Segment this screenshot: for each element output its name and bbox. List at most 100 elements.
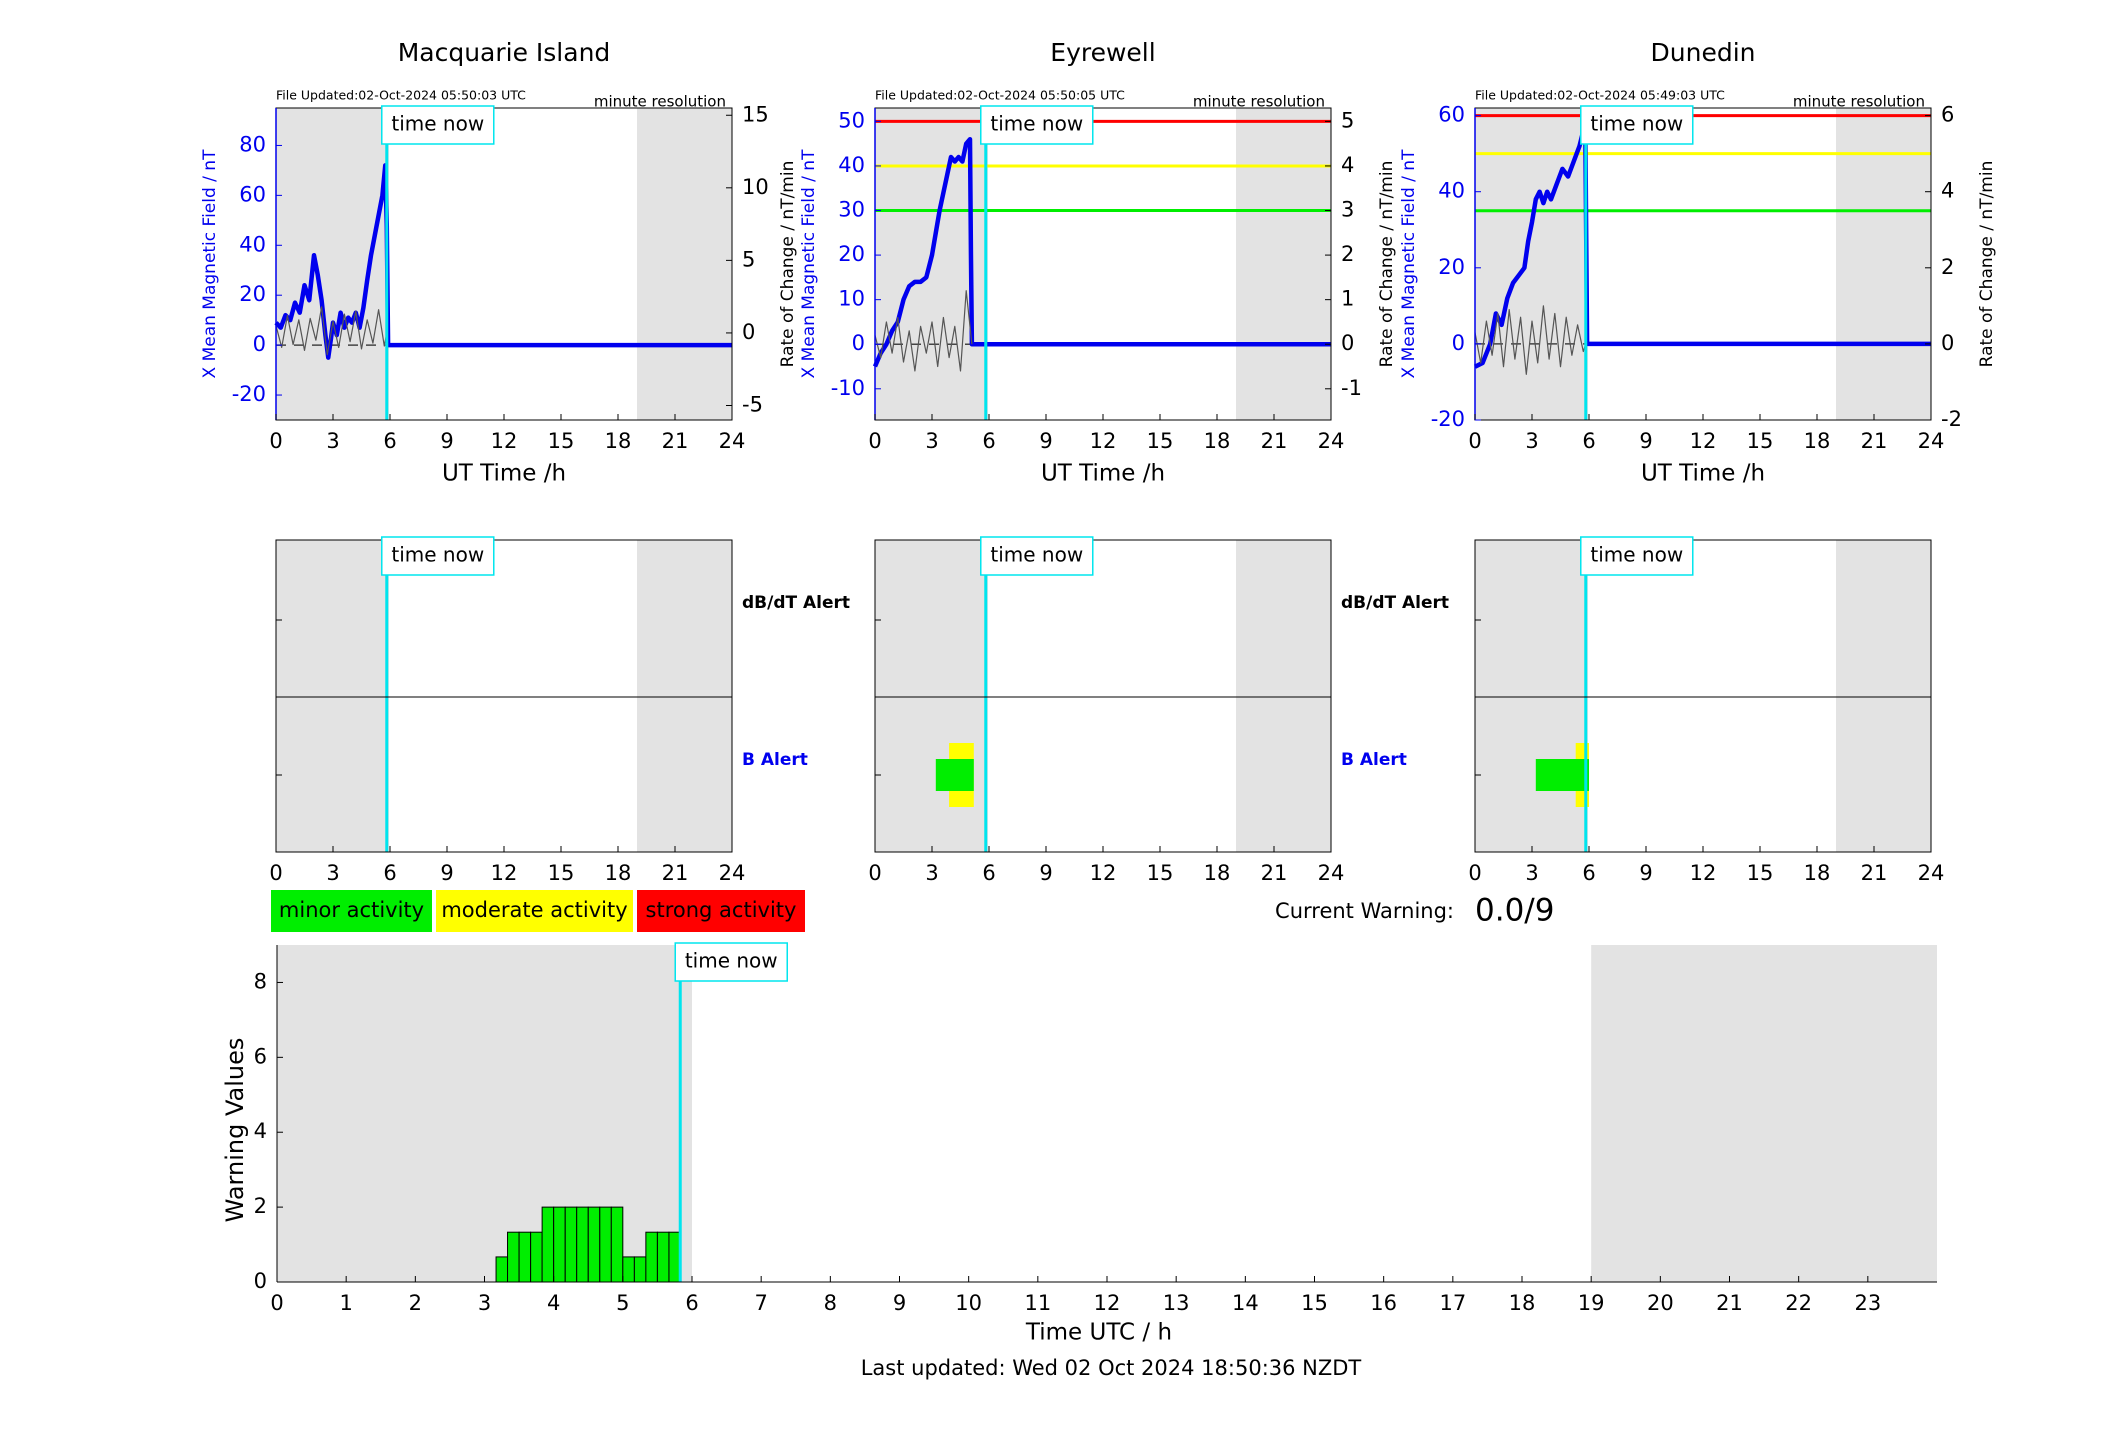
x-tick-label: 15 xyxy=(1747,429,1774,453)
time-now-label: time now xyxy=(1590,543,1683,567)
x-tick-label: 18 xyxy=(605,429,632,453)
time-now-label: time now xyxy=(685,949,778,973)
station-title: Eyrewell xyxy=(1050,38,1155,67)
warning-x-axis-label: Time UTC / h xyxy=(1025,1320,1172,1346)
x-tick-label: 5 xyxy=(616,1291,629,1315)
time-now-box xyxy=(1580,105,1694,145)
x-tick-label: 12 xyxy=(491,861,518,885)
resolution-label: minute resolution xyxy=(594,93,726,111)
x-tick-label: 23 xyxy=(1854,1291,1881,1315)
x-tick-label: 9 xyxy=(1039,861,1052,885)
x-axis-label: UT Time /h xyxy=(1641,461,1765,487)
x-tick-label: 3 xyxy=(1525,861,1538,885)
left-tick-label: 20 xyxy=(239,282,266,306)
x-axis-label: UT Time /h xyxy=(442,461,566,487)
right-tick-label: 4 xyxy=(1341,153,1354,177)
shaded-region xyxy=(1836,540,1931,852)
left-tick-label: 80 xyxy=(239,132,266,156)
x-tick-label: 0 xyxy=(868,861,881,885)
time-now-label: time now xyxy=(990,543,1083,567)
current-warning-label: Current Warning: xyxy=(1275,899,1454,923)
x-tick-label: 6 xyxy=(383,429,396,453)
x-tick-label: 15 xyxy=(1747,861,1774,885)
x-tick-label: 24 xyxy=(1918,429,1945,453)
x-tick-label: 21 xyxy=(662,861,689,885)
x-tick-label: 15 xyxy=(1147,861,1174,885)
x-tick-label: 0 xyxy=(1468,861,1481,885)
x-tick-label: 15 xyxy=(548,429,575,453)
resolution-label: minute resolution xyxy=(1793,93,1925,111)
left-axis-label: X Mean Magnetic Field / nT xyxy=(1399,149,1419,379)
warning-bar xyxy=(530,1231,543,1283)
rate-of-change-series xyxy=(874,290,973,372)
dbdt-alert-label: dB/dT Alert xyxy=(1341,593,1449,613)
alert-block-minor xyxy=(1535,759,1589,791)
left-axis-label: X Mean Magnetic Field / nT xyxy=(799,149,819,379)
right-tick-label: -1 xyxy=(1341,376,1362,400)
x-axis-label: UT Time /h xyxy=(1041,461,1165,487)
station-title: Macquarie Island xyxy=(398,38,611,67)
x-tick-label: 18 xyxy=(1509,1291,1536,1315)
time-now-box xyxy=(980,105,1094,145)
legend-swatch-minor xyxy=(271,890,432,932)
warning-bar xyxy=(576,1206,589,1283)
left-tick-label: 20 xyxy=(1438,255,1465,279)
right-axis-label: Rate of Change / nT/min xyxy=(778,161,798,368)
x-tick-label: 21 xyxy=(1261,861,1288,885)
right-axis-label: Rate of Change / nT/min xyxy=(1977,161,1997,368)
left-tick-label: 20 xyxy=(838,242,865,266)
x-tick-label: 24 xyxy=(1918,861,1945,885)
x-tick-label: 15 xyxy=(548,861,575,885)
shaded-region xyxy=(276,108,390,420)
left-tick-label: 40 xyxy=(239,232,266,256)
x-tick-label: 9 xyxy=(893,1291,906,1315)
x-tick-label: 19 xyxy=(1578,1291,1605,1315)
shaded-region xyxy=(1236,540,1331,852)
station-title: Dunedin xyxy=(1651,38,1756,67)
x-tick-label: 6 xyxy=(982,429,995,453)
rate-of-change-series xyxy=(1474,305,1587,375)
x-tick-label: 3 xyxy=(925,861,938,885)
left-tick-label: 0 xyxy=(1452,331,1465,355)
axes-layer xyxy=(275,107,1937,1283)
left-tick-label: -20 xyxy=(232,382,266,406)
right-tick-label: -5 xyxy=(742,392,763,416)
file-updated-label: File Updated:02-Oct-2024 05:49:03 UTC xyxy=(1475,88,1725,103)
right-tick-label: 0 xyxy=(1941,331,1954,355)
x-tick-label: 9 xyxy=(1039,429,1052,453)
x-tick-label: 6 xyxy=(1582,429,1595,453)
x-tick-label: 12 xyxy=(1690,861,1717,885)
x-tick-label: 18 xyxy=(1804,861,1831,885)
x-tick-label: 12 xyxy=(1090,861,1117,885)
warning-bar xyxy=(622,1256,635,1283)
left-tick-label: -10 xyxy=(831,376,865,400)
x-tick-label: 18 xyxy=(1204,429,1231,453)
left-tick-label: 40 xyxy=(1438,179,1465,203)
x-tick-label: 9 xyxy=(440,429,453,453)
time-now-box xyxy=(381,536,495,576)
warning-bar xyxy=(656,1231,670,1283)
x-tick-label: 2 xyxy=(409,1291,422,1315)
x-tick-label: 21 xyxy=(1261,429,1288,453)
x-tick-label: 9 xyxy=(440,861,453,885)
right-tick-label: 2 xyxy=(1941,255,1954,279)
current-warning-value: 0.0/9 xyxy=(1475,893,1554,929)
left-tick-label: 0 xyxy=(852,331,865,355)
right-tick-label: 1 xyxy=(1341,287,1354,311)
x-tick-label: 0 xyxy=(1468,429,1481,453)
x-tick-label: 14 xyxy=(1232,1291,1259,1315)
x-tick-label: 21 xyxy=(662,429,689,453)
time-now-label: time now xyxy=(391,112,484,136)
file-updated-label: File Updated:02-Oct-2024 05:50:03 UTC xyxy=(276,88,526,103)
right-axis-label: Rate of Change / nT/min xyxy=(1377,161,1397,368)
shaded-region xyxy=(637,108,732,420)
x-tick-label: 24 xyxy=(1318,861,1345,885)
left-tick-label: 60 xyxy=(239,182,266,206)
x-tick-label: 6 xyxy=(982,861,995,885)
x-tick-label: 3 xyxy=(478,1291,491,1315)
x-tick-label: 18 xyxy=(1804,429,1831,453)
left-tick-label: 30 xyxy=(838,198,865,222)
warning-y-axis-label: Warning Values xyxy=(221,1038,249,1223)
shaded-region xyxy=(1475,108,1589,420)
